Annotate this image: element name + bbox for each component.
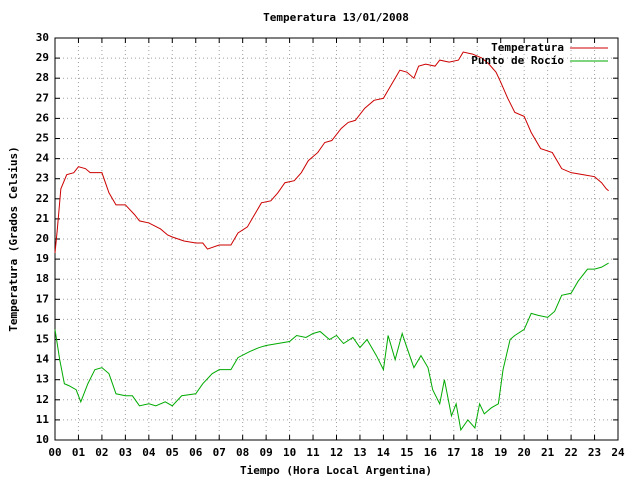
plot-frame — [54, 37, 619, 441]
y-tick-label: 10 — [36, 433, 49, 446]
y-tick-label: 22 — [36, 192, 49, 205]
y-tick-label: 27 — [36, 91, 49, 104]
y-tick-label: 29 — [36, 51, 49, 64]
x-axis-label: Tiempo (Hora Local Argentina) — [240, 464, 432, 477]
x-tick-label: 07 — [213, 446, 226, 459]
x-tick-label: 10 — [283, 446, 296, 459]
y-tick-label: 19 — [36, 252, 49, 265]
x-tick-label: 00 — [48, 446, 61, 459]
series-line — [54, 262, 609, 432]
y-axis-label: Temperatura (Grados Celsius) — [7, 146, 20, 331]
y-tick-label: 26 — [36, 111, 50, 124]
x-tick-label: 17 — [447, 446, 460, 459]
y-tick-label: 18 — [36, 272, 49, 285]
y-tick-label: 25 — [36, 132, 49, 145]
x-tick-label: 21 — [541, 446, 555, 459]
x-tick-label: 11 — [306, 446, 320, 459]
x-tick-label: 24 — [611, 446, 625, 459]
x-tick-label: 04 — [142, 446, 156, 459]
x-tick-label: 20 — [518, 446, 531, 459]
legend-label: Punto de Rocío — [471, 54, 564, 67]
y-tick-label: 28 — [36, 71, 49, 84]
x-tick-label: 18 — [471, 446, 484, 459]
x-tick-label: 12 — [330, 446, 343, 459]
y-tick-label: 23 — [36, 172, 49, 185]
y-tick-label: 12 — [36, 393, 49, 406]
x-tick-label: 05 — [166, 446, 179, 459]
y-tick-label: 20 — [36, 232, 49, 245]
x-tick-label: 14 — [377, 446, 391, 459]
x-tick-label: 23 — [588, 446, 601, 459]
x-tick-label: 13 — [353, 446, 366, 459]
x-tick-label: 16 — [424, 446, 438, 459]
x-tick-label: 03 — [119, 446, 132, 459]
x-tick-label: 06 — [189, 446, 203, 459]
x-tick-label: 09 — [260, 446, 273, 459]
y-tick-label: 16 — [36, 312, 50, 325]
x-tick-label: 22 — [564, 446, 577, 459]
x-tick-label: 01 — [72, 446, 86, 459]
legend-label: Temperatura — [491, 41, 564, 54]
series-line — [54, 51, 609, 254]
y-tick-label: 14 — [36, 353, 50, 366]
y-tick-label: 11 — [36, 413, 50, 426]
x-tick-label: 08 — [236, 446, 249, 459]
y-tick-label: 15 — [36, 333, 49, 346]
y-tick-label: 21 — [36, 212, 50, 225]
x-tick-label: 02 — [95, 446, 108, 459]
x-tick-label: 19 — [494, 446, 507, 459]
y-tick-label: 17 — [36, 292, 49, 305]
y-tick-label: 13 — [36, 373, 49, 386]
y-tick-label: 24 — [36, 152, 50, 165]
x-tick-label: 15 — [400, 446, 413, 459]
y-tick-label: 30 — [36, 31, 49, 44]
chart-title: Temperatura 13/01/2008 — [263, 11, 409, 24]
